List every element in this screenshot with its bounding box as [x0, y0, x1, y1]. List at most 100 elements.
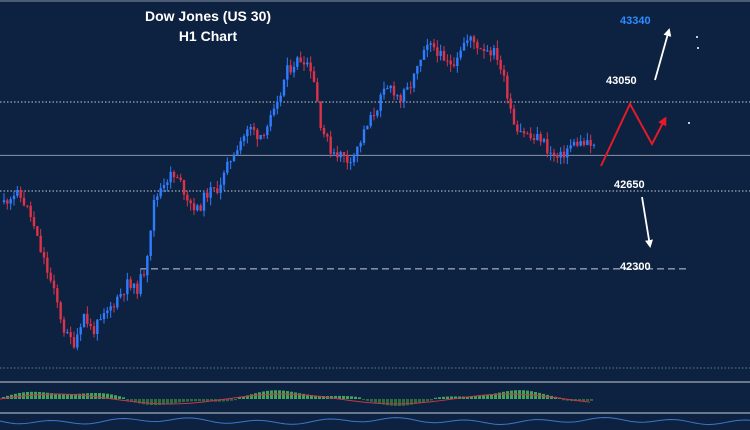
histogram-bar: [586, 399, 589, 401]
candle-body: [199, 205, 202, 211]
candle-body: [292, 66, 296, 73]
histogram-bar: [578, 399, 581, 402]
candle-body: [96, 319, 99, 335]
candle-body: [332, 152, 336, 154]
candle-body: [436, 47, 439, 56]
candle-body: [409, 87, 412, 89]
candle-body: [296, 57, 299, 67]
candle-body: [406, 87, 409, 90]
histogram-bar: [590, 399, 593, 401]
oscillator-panel: [0, 381, 750, 425]
candle-body: [422, 49, 426, 60]
histogram-bar: [426, 399, 429, 402]
histogram-bar: [34, 391, 37, 399]
candle-body: [322, 128, 326, 135]
candle-body: [142, 274, 146, 276]
candle-body: [519, 131, 522, 133]
histogram-bar: [334, 395, 337, 399]
histogram-bar: [354, 396, 357, 399]
histogram-bar: [446, 396, 449, 399]
candle-body: [522, 131, 526, 134]
candle-body: [149, 230, 152, 256]
candle-body: [229, 161, 232, 163]
candle-body: [169, 171, 172, 183]
candle-body: [569, 145, 572, 149]
candle-body: [586, 140, 589, 145]
candle-body: [12, 195, 16, 200]
candle-body: [446, 60, 449, 62]
candle-body: [382, 88, 386, 95]
candle-body: [42, 252, 46, 258]
candle-body: [189, 200, 192, 204]
histogram-bar: [142, 399, 145, 405]
histogram-bar: [370, 399, 373, 402]
histogram-bar: [198, 399, 201, 402]
candle-body: [536, 134, 539, 140]
candle-body: [2, 200, 6, 203]
histogram-bar: [258, 392, 261, 399]
histogram-bar: [566, 399, 569, 401]
histogram-bar: [174, 399, 177, 404]
candle-body: [432, 43, 436, 48]
candle-body: [172, 171, 176, 178]
candle-body: [419, 59, 422, 67]
candle-body: [552, 152, 556, 155]
candle-body: [72, 337, 76, 348]
histogram-bar: [246, 395, 249, 399]
candle-body: [459, 50, 462, 58]
candle-body: [19, 189, 22, 198]
candle-body: [559, 151, 562, 158]
candle-body: [136, 283, 139, 294]
candle-body: [249, 127, 252, 130]
histogram-bar: [70, 394, 73, 399]
histogram-bar: [78, 393, 81, 399]
histogram-bar: [10, 394, 13, 399]
histogram-bar: [322, 396, 325, 399]
histogram-bar: [130, 399, 133, 402]
histogram-bar: [294, 392, 297, 399]
histogram-bar: [418, 399, 421, 404]
histogram-bar: [378, 399, 381, 404]
histogram-bar: [14, 393, 17, 399]
oscillator-signal-line: [0, 393, 591, 405]
histogram-bar: [506, 391, 509, 399]
candle-body: [269, 115, 272, 127]
candle-body: [479, 48, 482, 50]
candle-body: [16, 189, 19, 196]
histogram-bar: [474, 396, 477, 399]
histogram-bar: [314, 395, 317, 399]
histogram-bar: [346, 396, 349, 399]
histogram-bar: [390, 399, 393, 406]
candle-body: [482, 48, 486, 52]
histogram-bar: [190, 399, 193, 402]
histogram-bar: [434, 397, 437, 399]
candle-body: [452, 64, 456, 67]
candle-body: [79, 327, 82, 335]
histogram-bar: [62, 393, 65, 399]
candle-body: [316, 82, 319, 102]
histogram-bar: [454, 396, 457, 399]
candle-body: [532, 138, 536, 140]
candle-body: [59, 302, 62, 320]
histogram-bar: [238, 397, 241, 399]
histogram-bar: [186, 399, 189, 402]
histogram-bar: [226, 399, 229, 402]
candle-body: [562, 151, 566, 158]
candle-body: [426, 44, 429, 50]
candle-body: [349, 162, 352, 164]
histogram-bar: [442, 396, 445, 399]
candle-body: [592, 144, 596, 146]
candle-body: [82, 313, 86, 328]
candle-body: [549, 152, 552, 154]
candle-body: [342, 152, 346, 156]
candle-body: [6, 200, 9, 204]
candle-body: [306, 62, 309, 65]
candle-body: [289, 65, 292, 73]
histogram-bar: [42, 392, 45, 399]
candle-body: [396, 95, 399, 97]
histogram-bar: [102, 393, 105, 399]
histogram-bar: [414, 399, 417, 404]
candle-body: [119, 294, 122, 297]
histogram-bar: [206, 399, 209, 402]
